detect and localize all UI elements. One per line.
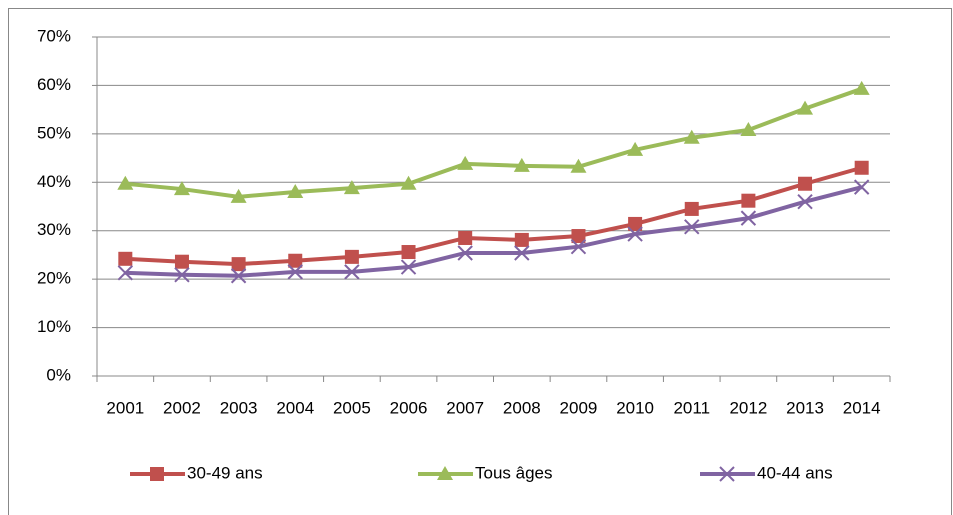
marker: [174, 254, 189, 269]
marker: [117, 265, 134, 281]
x-tick-label: 2010: [616, 398, 654, 417]
legend-label: 40-44 ans: [757, 463, 833, 482]
x-tick-label: 2008: [503, 398, 541, 417]
y-tick-label: 40%: [37, 172, 71, 191]
marker: [853, 179, 870, 195]
y-tick-label: 0%: [46, 365, 71, 384]
marker: [343, 180, 360, 195]
x-tick-label: 2006: [390, 398, 428, 417]
y-tick-label: 10%: [37, 317, 71, 336]
legend-label: Tous âges: [475, 463, 553, 482]
chart-frame: [8, 8, 952, 515]
marker: [741, 193, 756, 208]
series-line: [125, 86, 863, 199]
x-tick-label: 2007: [446, 398, 484, 417]
marker: [287, 264, 303, 280]
x-tick-label: 2009: [560, 398, 598, 417]
marker: [231, 257, 246, 272]
marker: [457, 245, 473, 261]
marker: [401, 245, 416, 260]
marker: [344, 249, 359, 264]
marker: [514, 232, 529, 247]
y-tick-label: 30%: [37, 220, 71, 239]
marker: [571, 229, 586, 244]
marker: [684, 201, 699, 216]
y-tick-label: 60%: [37, 75, 71, 94]
marker: [230, 268, 247, 284]
x-tick-label: 2004: [276, 398, 314, 417]
series-line: [125, 165, 863, 267]
marker: [854, 160, 869, 175]
marker: [683, 129, 700, 144]
marker: [570, 238, 587, 255]
marker: [150, 467, 164, 481]
x-tick-label: 2002: [163, 398, 201, 417]
marker: [719, 466, 735, 482]
marker: [230, 188, 247, 203]
marker: [797, 100, 814, 115]
marker: [684, 219, 700, 235]
marker: [627, 141, 644, 156]
marker: [513, 157, 530, 172]
y-tick-label: 50%: [37, 123, 71, 142]
marker: [570, 158, 587, 173]
marker: [458, 230, 473, 245]
x-tick-label: 2012: [729, 398, 767, 417]
marker: [628, 216, 643, 231]
y-tick-label: 20%: [37, 269, 71, 288]
marker: [627, 226, 643, 242]
marker: [740, 121, 757, 136]
marker: [287, 183, 304, 198]
marker: [400, 259, 417, 275]
marker: [457, 155, 474, 170]
x-tick-label: 2011: [673, 398, 710, 417]
marker: [437, 466, 453, 480]
marker: [118, 251, 133, 266]
x-tick-label: 2001: [106, 398, 144, 417]
marker: [117, 175, 134, 190]
legend-label: 30-49 ans: [187, 463, 263, 482]
marker: [798, 176, 813, 191]
x-tick-label: 2005: [333, 398, 371, 417]
y-tick-label: 70%: [37, 26, 71, 45]
marker: [174, 267, 190, 283]
marker: [514, 245, 530, 261]
marker: [288, 253, 303, 268]
series-line: [125, 185, 863, 278]
x-tick-label: 2013: [786, 398, 824, 417]
marker: [344, 264, 360, 280]
x-tick-label: 2003: [220, 398, 258, 417]
marker: [797, 193, 813, 210]
marker: [740, 210, 757, 226]
marker: [173, 181, 190, 196]
marker: [853, 80, 870, 95]
x-tick-label: 2014: [843, 398, 881, 417]
marker: [400, 175, 417, 190]
